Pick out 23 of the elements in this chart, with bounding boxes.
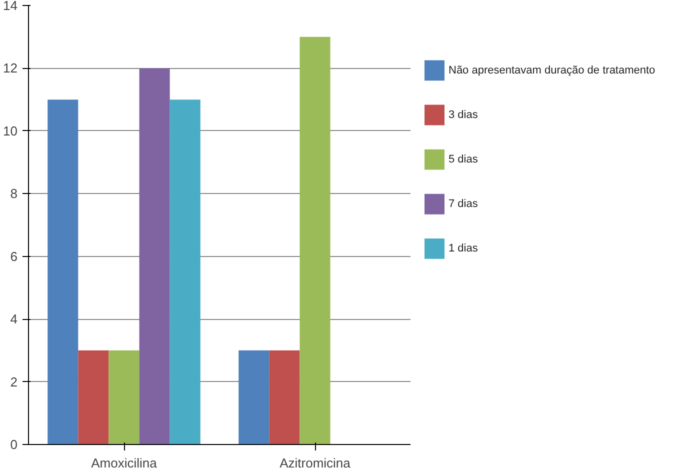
legend-label: 7 dias: [448, 198, 478, 210]
y-tick-label: 14: [3, 0, 18, 13]
bar: [269, 350, 300, 444]
legend-label: 1 dias: [448, 242, 478, 255]
bar: [48, 100, 78, 444]
bar: [108, 350, 140, 444]
bar: [238, 350, 270, 444]
x-tick-label: Azitromicina: [280, 456, 352, 470]
y-tick-label: 0: [10, 437, 18, 452]
legend-label: Não apresentavam duração de tratamento: [448, 64, 656, 76]
y-tick-label: 2: [10, 374, 18, 390]
y-tick-label: 6: [10, 248, 18, 264]
legend-label: 5 dias: [448, 154, 478, 166]
y-tick-label: 10: [3, 123, 18, 138]
y-tick-label: 12: [3, 60, 18, 76]
x-tick-label: Amoxicilina: [91, 456, 158, 470]
bar: [78, 350, 109, 444]
y-tick-label: 8: [10, 186, 18, 202]
y-tick-label: 4: [10, 312, 18, 327]
bar: [139, 68, 170, 444]
bar: [300, 36, 330, 444]
legend-label: 3 dias: [448, 109, 478, 122]
bar: [170, 100, 200, 444]
